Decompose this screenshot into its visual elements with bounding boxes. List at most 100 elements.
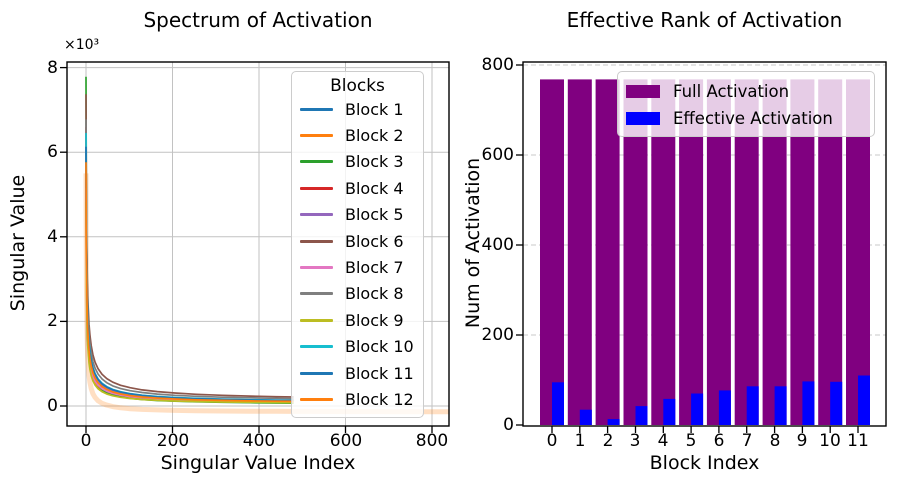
tick-label: 200 [481, 325, 514, 345]
full-activation-bar [540, 79, 564, 426]
legend-item-block-11: Block 11 [292, 360, 423, 386]
spectrum-line-block-8 [85, 119, 294, 400]
spectrum-line-block-1 [85, 179, 294, 402]
activation-legend: Full Activation Effective Activation [617, 71, 875, 137]
legend-line-swatch [300, 318, 333, 322]
effective-activation-bar [718, 390, 731, 425]
tick-label: 9 [796, 431, 808, 451]
effective-activation-bar [635, 406, 648, 425]
legend-line-swatch [300, 345, 333, 349]
legend-item-block-3: Block 3 [292, 149, 423, 175]
spectrum-line-block-2 [85, 192, 294, 403]
full-activation-bar [734, 79, 759, 426]
tick-label: 1 [574, 431, 586, 451]
legend-item-full-activation: Full Activation [618, 78, 874, 105]
tick-label: 0 [503, 415, 514, 435]
tick-label: 400 [242, 431, 276, 451]
spectrum-line-block-10 [85, 132, 294, 402]
legend-item-block-8: Block 8 [292, 281, 423, 307]
legend-item-label: Block 4 [345, 178, 404, 198]
tick-label: 4 [657, 431, 669, 451]
full-activation-bar [846, 79, 870, 426]
effective-activation-bar [607, 419, 620, 425]
tick-label: 600 [329, 431, 363, 451]
tick-label: 3 [629, 431, 641, 451]
legend-line-swatch [300, 292, 333, 296]
legend-item-effective-activation: Effective Activation [618, 105, 874, 132]
spectrum-line-block-9 [85, 201, 294, 404]
effective-activation-swatch [626, 112, 660, 125]
full-activation-bar [679, 79, 704, 426]
effective-activation-bar [579, 409, 592, 425]
legend-line-swatch [300, 134, 333, 138]
tick-label: 8 [769, 431, 781, 451]
spectrum-line-block-6 [85, 94, 294, 398]
full-activation-bar [706, 79, 731, 426]
legend-item-label: Block 12 [345, 389, 414, 409]
full-activation-bar [762, 79, 787, 426]
tick-label: 11 [847, 431, 869, 451]
full-activation-bar [595, 79, 620, 426]
legend-item-label: Block 3 [345, 152, 404, 172]
effective-activation-bar [830, 381, 843, 425]
tick-label: 0 [546, 431, 558, 451]
tick-label: 4 [47, 227, 58, 247]
blocks-legend: Blocks Block 1 Block 2 Block 3 Block 4 Block… [291, 71, 424, 418]
tick-label: 0 [80, 431, 92, 451]
legend-item-label: Block 11 [345, 363, 414, 383]
tick-label: 2 [602, 431, 614, 451]
effective-activation-label: Effective Activation [673, 109, 833, 128]
effective-activation-bar [746, 386, 759, 425]
legend-item-block-12: Block 12 [292, 386, 423, 412]
legend-line-swatch [300, 213, 333, 217]
legend-item-label: Block 8 [345, 284, 404, 304]
spectrum-line-block-7 [85, 188, 294, 403]
right-axes-spine [522, 61, 887, 427]
effective-activation-bar [552, 382, 564, 426]
full-activation-label: Full Activation [673, 82, 790, 101]
tick-label: 6 [713, 431, 725, 451]
legend-item-label: Block 5 [345, 205, 404, 225]
spectrum-line-block-11 [85, 146, 294, 402]
full-activation-bar [651, 79, 676, 426]
legend-line-swatch [300, 160, 333, 164]
legend-item-label: Block 6 [345, 231, 404, 251]
right-chart-title: Effective Rank of Activation [566, 8, 843, 32]
full-activation-bar [623, 79, 648, 426]
legend-item-block-10: Block 10 [292, 334, 423, 360]
spectrum-line-block-3 [85, 76, 294, 404]
legend-line-swatch [300, 397, 333, 401]
tick-label: 6 [47, 142, 58, 162]
effective-activation-bar [858, 375, 870, 425]
left-axes-spine [66, 61, 450, 427]
effective-activation-bar [802, 381, 815, 425]
tick-label: 5 [685, 431, 697, 451]
tick-label: 400 [481, 235, 514, 255]
spectrum-line-block-4 [85, 126, 294, 402]
full-activation-bar [790, 79, 815, 426]
full-activation-bar [818, 79, 843, 426]
legend-item-block-9: Block 9 [292, 307, 423, 333]
legend-line-swatch [300, 266, 333, 270]
tick-label: 0 [47, 396, 58, 416]
tick-label: 800 [415, 431, 449, 451]
left-x-axis-label: Singular Value Index [160, 452, 356, 474]
full-activation-bar [567, 79, 592, 426]
legend-item-label: Block 2 [345, 126, 404, 146]
spectrum-line-block-5 [85, 172, 294, 402]
tick-label: 800 [481, 55, 514, 75]
tick-label: 10 [819, 431, 841, 451]
legend-line-swatch [300, 107, 333, 111]
tick-label: 200 [156, 431, 190, 451]
legend-item-block-2: Block 2 [292, 122, 423, 148]
tick-label: 8 [47, 58, 58, 78]
blocks-legend-title: Blocks [330, 76, 385, 96]
right-x-axis-label: Block Index [649, 452, 760, 474]
legend-item-block-7: Block 7 [292, 254, 423, 280]
legend-item-block-1: Block 1 [292, 96, 423, 122]
legend-item-label: Block 1 [345, 99, 404, 119]
left-y-offset-label: ×10³ [64, 37, 100, 53]
legend-item-block-4: Block 4 [292, 175, 423, 201]
